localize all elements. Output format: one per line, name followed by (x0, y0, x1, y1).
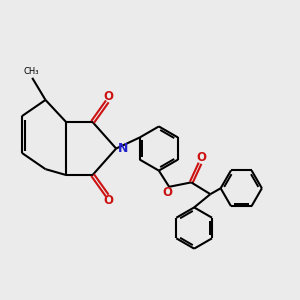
Text: CH₃: CH₃ (23, 68, 38, 76)
Text: N: N (117, 142, 128, 155)
Text: O: O (163, 186, 173, 199)
Text: O: O (196, 152, 206, 164)
Text: O: O (103, 90, 113, 103)
Text: O: O (103, 194, 113, 207)
